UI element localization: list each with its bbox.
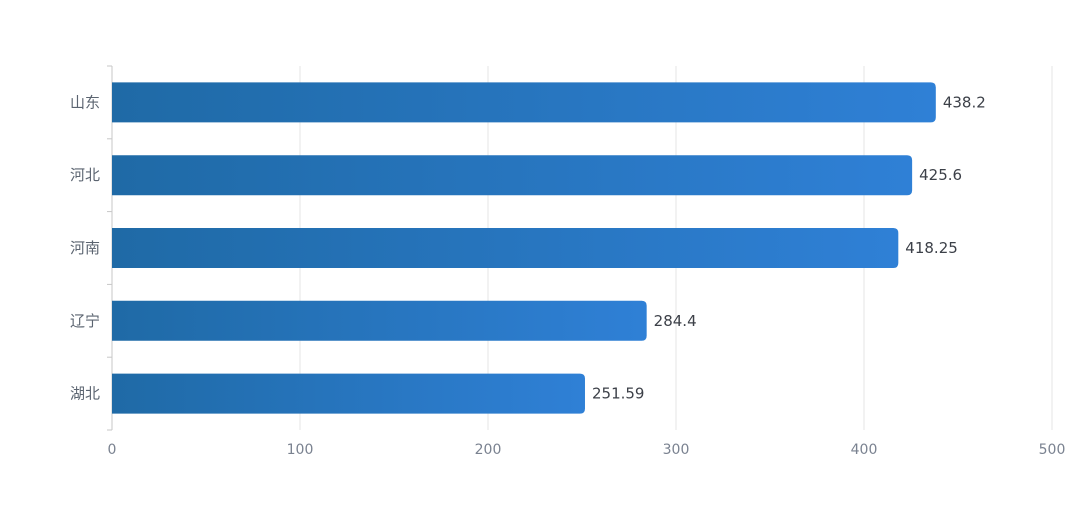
x-tick-label: 400 bbox=[851, 442, 878, 458]
bar bbox=[112, 82, 936, 123]
category-label: 辽宁 bbox=[70, 312, 100, 330]
x-tick-label: 500 bbox=[1039, 442, 1066, 458]
category-label: 湖北 bbox=[70, 385, 100, 403]
value-label: 438.2 bbox=[943, 93, 986, 111]
value-label: 284.4 bbox=[654, 312, 697, 330]
x-tick-label: 100 bbox=[287, 442, 314, 458]
x-tick-label: 300 bbox=[663, 442, 690, 458]
category-label: 河北 bbox=[70, 166, 100, 184]
axes: 0 100 200 300 400 500 bbox=[107, 65, 1066, 458]
category-label: 河南 bbox=[70, 239, 100, 257]
x-tick-label: 200 bbox=[475, 442, 502, 458]
labels: 山东 438.2 河北 425.6 河南 418.25 辽宁 284.4 湖北 251.59 bbox=[70, 93, 986, 402]
bar bbox=[112, 373, 585, 414]
bars bbox=[112, 82, 936, 414]
bar bbox=[112, 155, 913, 196]
category-label: 山东 bbox=[70, 93, 100, 111]
bar bbox=[112, 300, 647, 341]
value-label: 425.6 bbox=[919, 166, 962, 184]
value-label: 418.25 bbox=[905, 239, 958, 257]
x-tick-label: 0 bbox=[108, 442, 117, 458]
value-label: 251.59 bbox=[592, 385, 645, 403]
bar bbox=[112, 228, 899, 268]
